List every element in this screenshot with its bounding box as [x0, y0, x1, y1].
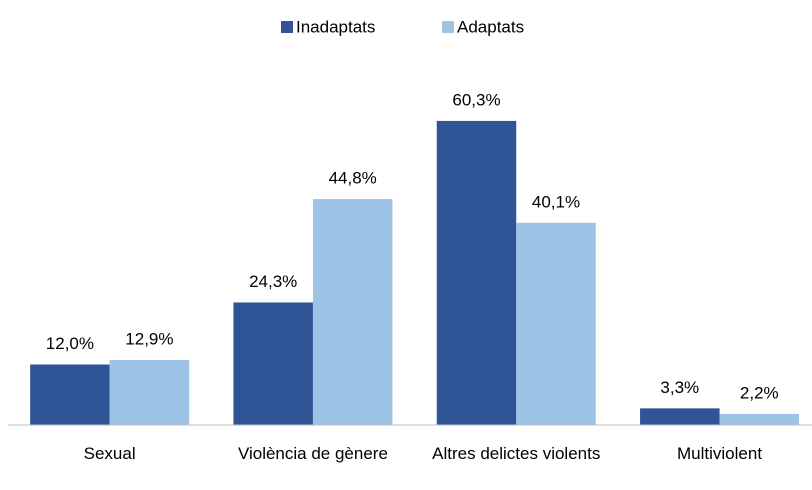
data-label: 12,9%	[125, 329, 173, 348]
bar	[436, 120, 517, 425]
data-label: 24,3%	[249, 272, 297, 291]
x-tick-label: Violència de gènere	[237, 444, 388, 463]
legend-swatch	[442, 21, 454, 33]
legend-label: Inadaptats	[296, 17, 375, 36]
data-label: 60,3%	[452, 90, 500, 109]
data-label: 12,0%	[46, 334, 94, 353]
legend-swatch	[281, 21, 293, 33]
bar	[312, 199, 393, 425]
bar	[516, 222, 596, 425]
bar	[719, 413, 800, 425]
data-label: 3,3%	[660, 378, 699, 397]
data-label: 2,2%	[740, 383, 779, 402]
bar	[640, 408, 720, 425]
bar	[30, 364, 110, 425]
x-tick-label: Multiviolent	[677, 444, 763, 463]
x-tick-label: Sexual	[83, 444, 136, 463]
bar	[233, 302, 313, 425]
x-tick-label: Altres delictes violents	[432, 444, 601, 463]
bar	[109, 359, 190, 425]
data-label: 44,8%	[329, 169, 377, 188]
legend-label: Adaptats	[457, 17, 524, 36]
data-label: 40,1%	[532, 192, 580, 211]
